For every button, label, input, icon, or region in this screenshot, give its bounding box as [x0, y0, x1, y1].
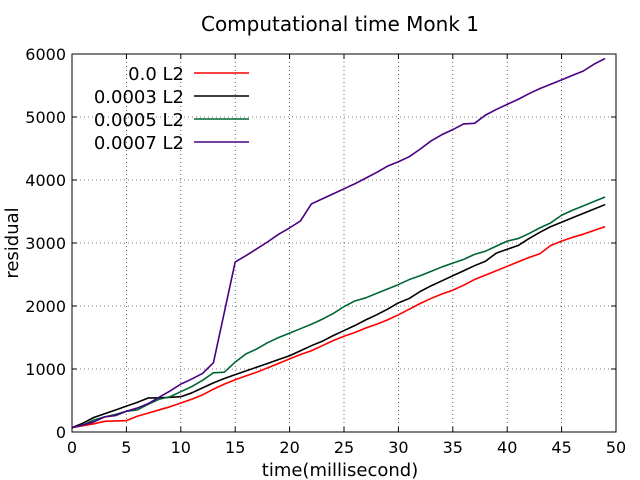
- x-axis-label: time(millisecond): [262, 460, 418, 480]
- legend: 0.0 L20.0003 L20.0005 L20.0007 L2: [94, 64, 249, 154]
- y-tick-label: 3000: [25, 234, 66, 253]
- series-lines: [71, 57, 606, 429]
- y-tick-label: 2000: [25, 297, 66, 316]
- axis-tick-labels: 0 5 10 15 20 25 30 35 40 45 50 0 1000 2000 3000 4000 500…: [25, 45, 626, 457]
- x-tick-label: 10: [171, 438, 191, 457]
- x-tick-label: 0: [67, 438, 77, 457]
- x-tick-label: 30: [388, 438, 408, 457]
- x-tick-label: 35: [443, 438, 463, 457]
- x-tick-label: 45: [551, 438, 571, 457]
- series-line-2: [71, 203, 606, 429]
- y-tick-label: 1000: [25, 360, 66, 379]
- legend-label-2: 0.0003 L2: [94, 87, 184, 108]
- x-tick-label: 20: [279, 438, 299, 457]
- x-tick-label: 5: [121, 438, 131, 457]
- y-tick-label: 0: [56, 423, 66, 442]
- x-tick-label: 25: [334, 438, 354, 457]
- chart-title: Computational time Monk 1: [201, 12, 479, 36]
- series-line-3: [71, 196, 606, 429]
- series-line-4: [71, 57, 606, 429]
- y-axis-label: residual: [2, 207, 23, 278]
- legend-label-1: 0.0 L2: [128, 64, 184, 85]
- y-tick-label: 6000: [25, 45, 66, 64]
- legend-label-3: 0.0005 L2: [94, 110, 184, 131]
- x-tick-label: 15: [225, 438, 245, 457]
- x-tick-label: 40: [497, 438, 517, 457]
- x-tick-label: 50: [606, 438, 626, 457]
- y-tick-label: 5000: [25, 108, 66, 127]
- axis-ticks: [71, 53, 617, 433]
- series-line-1: [71, 225, 606, 429]
- legend-label-4: 0.0007 L2: [94, 133, 184, 154]
- y-tick-label: 4000: [25, 171, 66, 190]
